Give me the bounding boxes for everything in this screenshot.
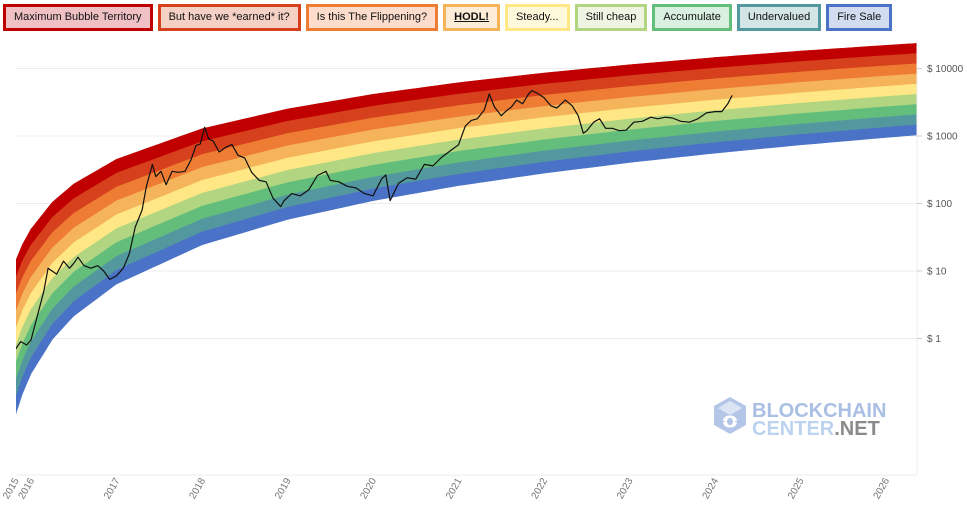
legend-button-but-have-we-earned-it[interactable]: But have we *earned* it? [157, 4, 301, 31]
blockchaincenter-logo: BLOCKCHAIN CENTER.NET [714, 397, 886, 440]
x-tick-label: 2022 [530, 476, 551, 501]
legend-button-hodl[interactable]: HODL! [443, 4, 500, 31]
watermark-line2: CENTER.NET [752, 418, 880, 440]
x-tick-label: 2021 [444, 476, 465, 501]
watermark-center: CENTER [752, 418, 835, 440]
y-tick-label: $ 1 [927, 334, 941, 345]
legend: Maximum Bubble Territory But have we *ear… [3, 4, 893, 31]
legend-button-fire-sale[interactable]: Fire Sale [826, 4, 893, 31]
legend-button-still-cheap[interactable]: Still cheap [574, 4, 648, 31]
legend-button-undervalued[interactable]: Undervalued [736, 4, 822, 31]
x-tick-label: 2025 [786, 476, 807, 501]
y-tick-label: $ 10000 [927, 64, 964, 75]
y-tick-label: $ 100 [927, 199, 952, 210]
x-tick-label: 2017 [102, 476, 123, 501]
legend-button-maximum-bubble-territory[interactable]: Maximum Bubble Territory [3, 4, 153, 31]
y-tick-label: $ 10 [927, 267, 947, 278]
x-tick-label: 2020 [359, 476, 380, 501]
x-tick-label: 2018 [188, 476, 209, 501]
x-tick-label: 2023 [615, 476, 636, 501]
watermark-net: .NET [834, 418, 880, 440]
price-line [16, 90, 733, 350]
legend-button-is-this-the-flippening[interactable]: Is this The Flippening? [305, 4, 439, 31]
legend-button-steady[interactable]: Steady... [504, 4, 570, 31]
x-tick-label: 2024 [701, 476, 722, 501]
y-tick-label: $ 1000 [927, 132, 958, 143]
legend-button-accumulate[interactable]: Accumulate [652, 4, 732, 31]
cube-logo-icon [714, 397, 746, 434]
x-tick-label: 2016 [17, 476, 38, 501]
watermark-line1: BLOCKCHAIN [752, 400, 886, 422]
x-tick-label: 2026 [872, 476, 893, 501]
x-tick-label: 2019 [273, 476, 294, 501]
